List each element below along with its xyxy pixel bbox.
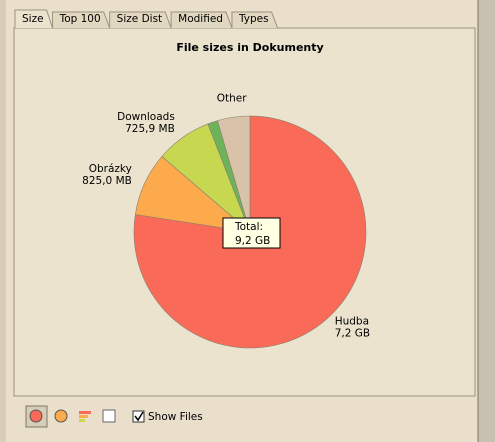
tab-label[interactable]: Size Dist — [117, 13, 162, 25]
slice-value: 725,9 MB — [125, 123, 175, 135]
left-edge — [0, 0, 6, 442]
table-view-button[interactable] — [102, 409, 116, 423]
checkbox-label[interactable]: Show Files — [148, 411, 203, 423]
tab-label[interactable]: Modified — [178, 13, 223, 25]
total-label: Total: — [234, 221, 263, 233]
tooltip-box — [222, 217, 281, 249]
slice-label: Other — [217, 92, 247, 104]
toolbar: Show Files — [25, 405, 203, 428]
slice-value: 825,0 MB — [82, 175, 132, 187]
slice-label: Hudba — [335, 316, 369, 328]
checkbox[interactable] — [132, 410, 145, 423]
tab[interactable] — [109, 11, 172, 29]
slice-value: 7,2 GB — [335, 328, 370, 340]
tab[interactable] — [170, 11, 233, 29]
tab-bar: Size Top 100 Size Dist Modified Types — [14, 9, 279, 29]
tooltip: Total: 9,2 GB — [222, 217, 281, 249]
checkmark — [134, 411, 144, 422]
ring-view-button[interactable] — [54, 409, 68, 423]
bar-view-button[interactable] — [79, 411, 91, 422]
tab-label[interactable]: Size — [22, 13, 44, 25]
right-edge — [478, 0, 495, 442]
tab-label[interactable]: Types — [238, 13, 269, 25]
slice-label: Obrázky — [89, 163, 132, 175]
pie-slice — [133, 115, 367, 349]
pie-icon — [29, 409, 43, 423]
chart-title: File sizes in Dokumenty — [176, 41, 323, 54]
total-value: 9,2 GB — [235, 235, 270, 247]
slice-label: Downloads — [117, 111, 175, 123]
pie-slice — [217, 115, 251, 233]
tab[interactable] — [14, 9, 54, 29]
tab-label[interactable]: Top 100 — [59, 13, 101, 25]
tab[interactable] — [52, 11, 111, 29]
bar-icon — [79, 411, 91, 414]
bar-icon — [79, 419, 85, 422]
bar-icon — [79, 415, 88, 418]
tab[interactable] — [231, 11, 279, 29]
